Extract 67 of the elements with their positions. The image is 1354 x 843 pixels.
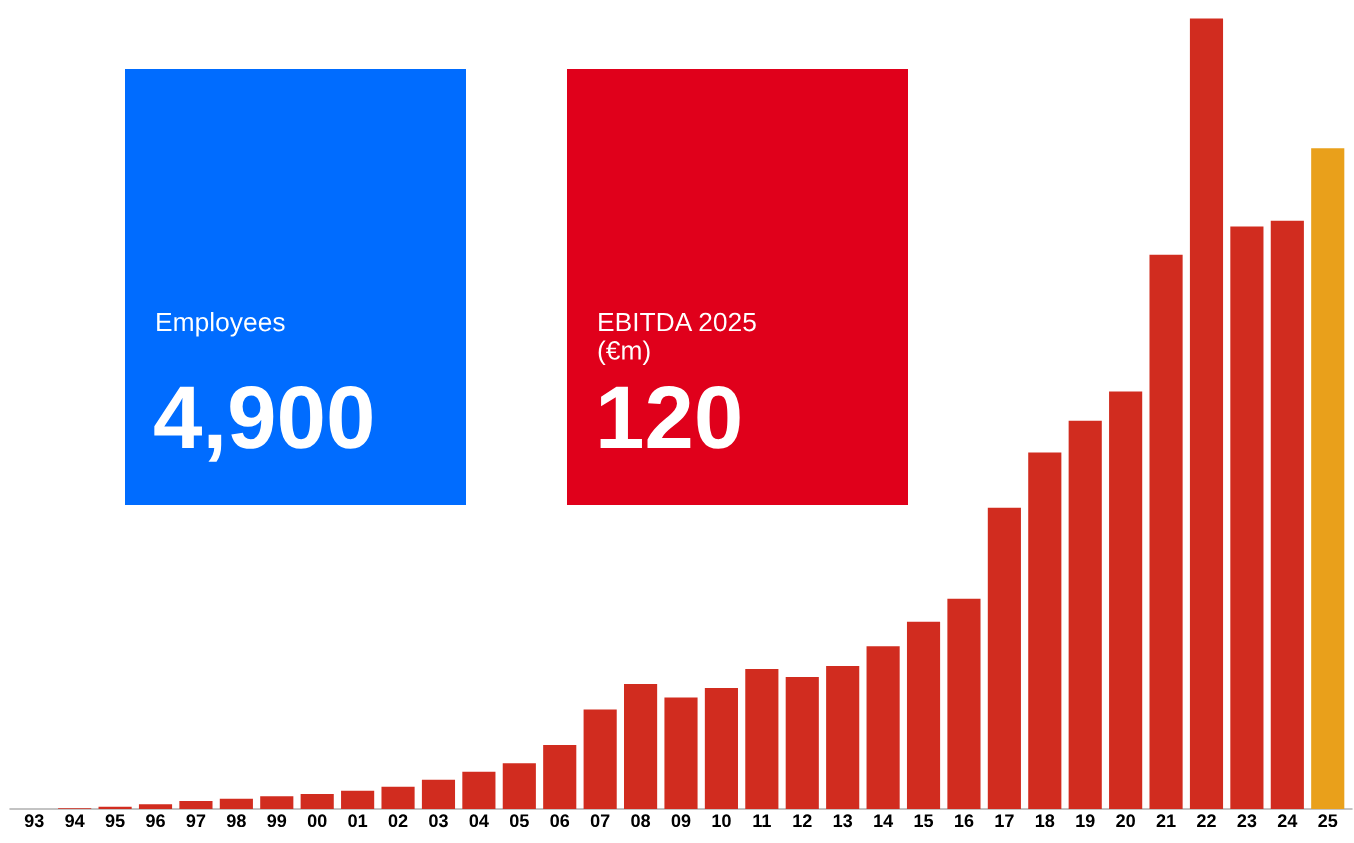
x-tick-label: 06 <box>550 814 570 828</box>
x-tick-label: 93 <box>24 814 44 828</box>
bar <box>1230 226 1264 809</box>
x-tick-label: 13 <box>833 814 853 828</box>
x-tick-label: 08 <box>631 814 651 828</box>
x-tick-label: 05 <box>509 814 529 828</box>
bar <box>583 709 617 809</box>
bar <box>1028 452 1062 809</box>
x-tick-label: 21 <box>1156 814 1176 827</box>
bar <box>300 793 334 809</box>
x-tick-label: 94 <box>65 814 85 828</box>
x-tick-label: 23 <box>1237 814 1257 828</box>
bar <box>1109 391 1143 809</box>
x-tick-label: 25 <box>1318 814 1338 828</box>
x-tick-label: 98 <box>226 814 246 828</box>
x-tick-label: 07 <box>590 814 610 828</box>
bar <box>704 688 738 809</box>
x-tick-label: 11 <box>753 814 771 827</box>
x-tick-label: 09 <box>671 814 691 828</box>
x-tick-label: 20 <box>1116 814 1135 828</box>
bar <box>1068 420 1102 809</box>
bar <box>1311 148 1345 809</box>
x-tick-label: 18 <box>1035 814 1055 828</box>
bar <box>1189 18 1224 809</box>
annotation: EBITDA 2025 (€m) <box>598 312 756 366</box>
x-tick-label: 96 <box>146 814 165 828</box>
bar <box>421 779 456 809</box>
x-tick-label: 99 <box>267 814 287 828</box>
x-tick-label: 12 <box>793 814 812 827</box>
bar <box>138 804 173 809</box>
bar <box>1149 254 1183 809</box>
x-tick-label: 15 <box>914 814 934 828</box>
x-tick-label: 10 <box>712 814 731 828</box>
annotation: Employees <box>157 312 285 337</box>
x-tick-label: 19 <box>1076 814 1095 828</box>
annotation: 4,900 <box>154 385 372 462</box>
bar <box>664 697 698 809</box>
bar <box>219 798 253 809</box>
x-tick-label: 02 <box>388 814 408 828</box>
x-tick-label: 01 <box>348 814 368 828</box>
bar <box>502 763 536 809</box>
x-tick-label: 95 <box>105 814 125 828</box>
bar <box>785 676 819 809</box>
x-tick-label: 17 <box>995 814 1014 827</box>
bar <box>179 801 213 809</box>
x-tick-label: 24 <box>1277 814 1298 827</box>
x-tick-label: 97 <box>186 814 206 828</box>
x-tick-label: 04 <box>469 814 489 828</box>
bar <box>1270 220 1304 809</box>
x-tick-label: 03 <box>429 814 448 828</box>
bar <box>260 796 294 809</box>
bar <box>624 684 658 809</box>
x-tick-label: 00 <box>307 814 327 828</box>
x-tick-label: 16 <box>955 814 974 828</box>
annotation: 120 <box>600 385 740 449</box>
x-tick-label: 14 <box>874 814 894 827</box>
bar <box>462 771 496 809</box>
bar <box>987 507 1021 809</box>
bar <box>906 621 941 809</box>
bar <box>341 790 375 809</box>
bar <box>866 646 900 809</box>
bar <box>826 665 860 809</box>
bar <box>947 598 981 809</box>
bar <box>381 786 415 809</box>
bar <box>543 744 577 809</box>
bar <box>745 669 779 809</box>
x-tick-label: 22 <box>1197 814 1216 827</box>
